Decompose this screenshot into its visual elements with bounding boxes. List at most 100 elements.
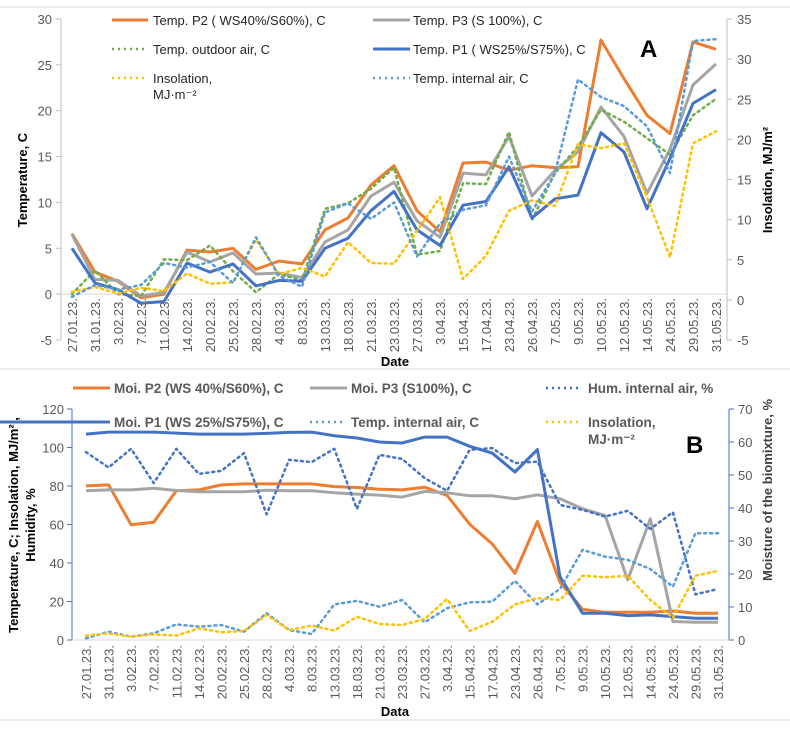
legend-label-moi-p3: Moi. P3 (S100%), C — [351, 381, 472, 396]
x-tick-label: 21.03.23. — [364, 298, 379, 352]
x-tick-label: 3.04.23. — [433, 298, 448, 345]
x-tick-label: 31.01.23. — [102, 645, 117, 699]
x-tick-label: 12.05.23. — [621, 645, 636, 699]
x-tick-label: 27.03.23. — [418, 645, 433, 699]
x-tick-label: 24.05.23. — [663, 298, 678, 352]
x-tick-label: 28.02.23. — [260, 645, 275, 699]
y-tick-label: 5 — [45, 241, 52, 256]
panel-b-y-axis-title-2: Humidity, % — [23, 488, 38, 562]
x-tick-label: 10.05.23. — [598, 645, 613, 699]
y-tick-label: 40 — [50, 556, 64, 571]
y2-tick-label: 20 — [737, 132, 751, 147]
x-tick-label: 7.02.23. — [147, 645, 162, 692]
legend-label-humidity: Hum. internal air, % — [588, 381, 713, 396]
legend-label-moi-p1: Moi. P1 (WS 25%/S75%), C — [114, 415, 284, 430]
x-tick-label: 20.02.23. — [203, 298, 218, 352]
x-tick-label: 23.04.23. — [508, 645, 523, 699]
panel-a-x-axis-title: Date — [381, 354, 409, 369]
y-tick-label: 0 — [57, 633, 64, 648]
x-tick-label: 11.02.23. — [157, 298, 172, 351]
x-tick-label: 11.02.23. — [169, 645, 184, 698]
x-tick-label: 14.05.23. — [643, 645, 658, 699]
x-tick-label: 15.04.23. — [456, 298, 471, 352]
x-tick-label: 13.03.23. — [318, 298, 333, 352]
x-tick-label: 31.01.23. — [88, 298, 103, 352]
x-tick-label: 8.03.23. — [305, 645, 320, 692]
x-tick-label: 27.01.23. — [65, 298, 80, 352]
series-line-b-3 — [86, 432, 718, 618]
y-tick-label: 0 — [45, 287, 52, 302]
x-tick-label: 31.05.23. — [709, 298, 724, 352]
x-tick-label: 24.05.23. — [666, 645, 681, 699]
x-tick-label: 12.05.23. — [617, 298, 632, 352]
x-tick-label: 13.03.23. — [327, 645, 342, 699]
x-tick-label: 18.03.23. — [341, 298, 356, 352]
x-tick-label: 29.05.23. — [686, 298, 701, 352]
y-tick-label: 15 — [38, 150, 52, 165]
x-tick-label: 27.03.23. — [410, 298, 425, 352]
y2-tick-label: 20 — [738, 567, 752, 582]
x-tick-label: 4.03.23. — [272, 298, 287, 345]
x-tick-label: 27.01.23. — [79, 645, 94, 699]
x-tick-label: 7.02.23. — [134, 298, 149, 345]
x-tick-label: 3.02.23. — [124, 645, 139, 692]
y-tick-label: 20 — [38, 104, 52, 119]
y-tick-label: 120 — [42, 402, 64, 417]
y-tick-label: 20 — [50, 595, 64, 610]
y2-tick-label: 5 — [737, 253, 744, 268]
x-tick-label: 10.05.23. — [594, 298, 609, 352]
y-tick-label: 100 — [42, 441, 64, 456]
panel-a-y-axis-title: Temperature, C — [15, 132, 30, 227]
series-line-a-4 — [72, 131, 716, 293]
x-tick-label: 14.05.23. — [640, 298, 655, 352]
x-tick-label: 14.02.23. — [180, 298, 195, 352]
legend-label-moi-p2: Moi. P2 (WS 40%/S60%), C — [114, 381, 284, 396]
panel-b-label: B — [686, 432, 703, 459]
y2-tick-label: 0 — [738, 633, 745, 648]
x-tick-label: 14.02.23. — [192, 645, 207, 699]
legend-label-outdoor: Temp. outdoor air, C — [153, 42, 270, 57]
x-tick-label: 17.04.23. — [479, 298, 494, 352]
series-line-b-2 — [86, 448, 718, 594]
x-tick-label: 21.03.23. — [372, 645, 387, 699]
x-tick-label: 7.05.23. — [548, 298, 563, 345]
legend-label-insolation-b-1: Insolation, — [588, 415, 656, 430]
x-tick-label: 3.04.23. — [440, 645, 455, 692]
series-line-b-1 — [86, 488, 718, 622]
x-tick-label: 4.03.23. — [282, 645, 297, 692]
y-tick-label: -5 — [40, 333, 52, 348]
legend-label-insolation-1: Insolation, — [153, 71, 212, 86]
legend-label-p2: Temp. P2 ( WS40%/S60%), C — [153, 13, 326, 28]
y2-tick-label: 30 — [738, 534, 752, 549]
panel-b-x-axis-title: Data — [381, 704, 410, 719]
panel-a-chart: -5051015202530-50510152025303527.01.23.3… — [15, 12, 775, 369]
panel-b-chart: 02040608010012001020304050607027.01.23.3… — [0, 381, 775, 719]
panel-a-y2-axis-title: Insolation, MJ/m² — [760, 126, 775, 233]
panel-a-plot-area: -5051015202530-50510152025303527.01.23.3… — [38, 12, 752, 352]
y-tick-label: 30 — [38, 12, 52, 27]
y2-tick-label: 60 — [738, 435, 752, 450]
y2-tick-label: 40 — [738, 501, 752, 516]
panel-a-label: A — [640, 36, 657, 63]
x-tick-label: 3.02.23. — [111, 298, 126, 345]
panel-b-plot-area: 02040608010012001020304050607027.01.23.3… — [42, 402, 752, 699]
x-tick-label: 31.05.23. — [711, 645, 726, 699]
x-tick-label: 20.02.23. — [214, 645, 229, 699]
x-tick-label: 23.04.23. — [502, 298, 517, 352]
x-tick-label: 26.04.23. — [525, 298, 540, 352]
x-tick-label: 29.05.23. — [688, 645, 703, 699]
x-tick-label: 9.05.23. — [576, 645, 591, 692]
x-tick-label: 23.03.23. — [387, 298, 402, 352]
x-tick-label: 18.03.23. — [350, 645, 365, 699]
y2-tick-label: 10 — [738, 600, 752, 615]
y-tick-label: 60 — [50, 518, 64, 533]
y2-tick-label: -5 — [737, 333, 749, 348]
x-tick-label: 9.05.23. — [571, 298, 586, 345]
y2-tick-label: 15 — [737, 173, 751, 188]
x-tick-label: 26.04.23. — [530, 645, 545, 699]
y2-tick-label: 35 — [737, 12, 751, 27]
panel-a-legend: Temp. P2 ( WS40%/S60%), C Temp. P3 (S 10… — [112, 13, 586, 102]
y2-tick-label: 25 — [737, 92, 751, 107]
series-line-b-5 — [86, 571, 718, 637]
